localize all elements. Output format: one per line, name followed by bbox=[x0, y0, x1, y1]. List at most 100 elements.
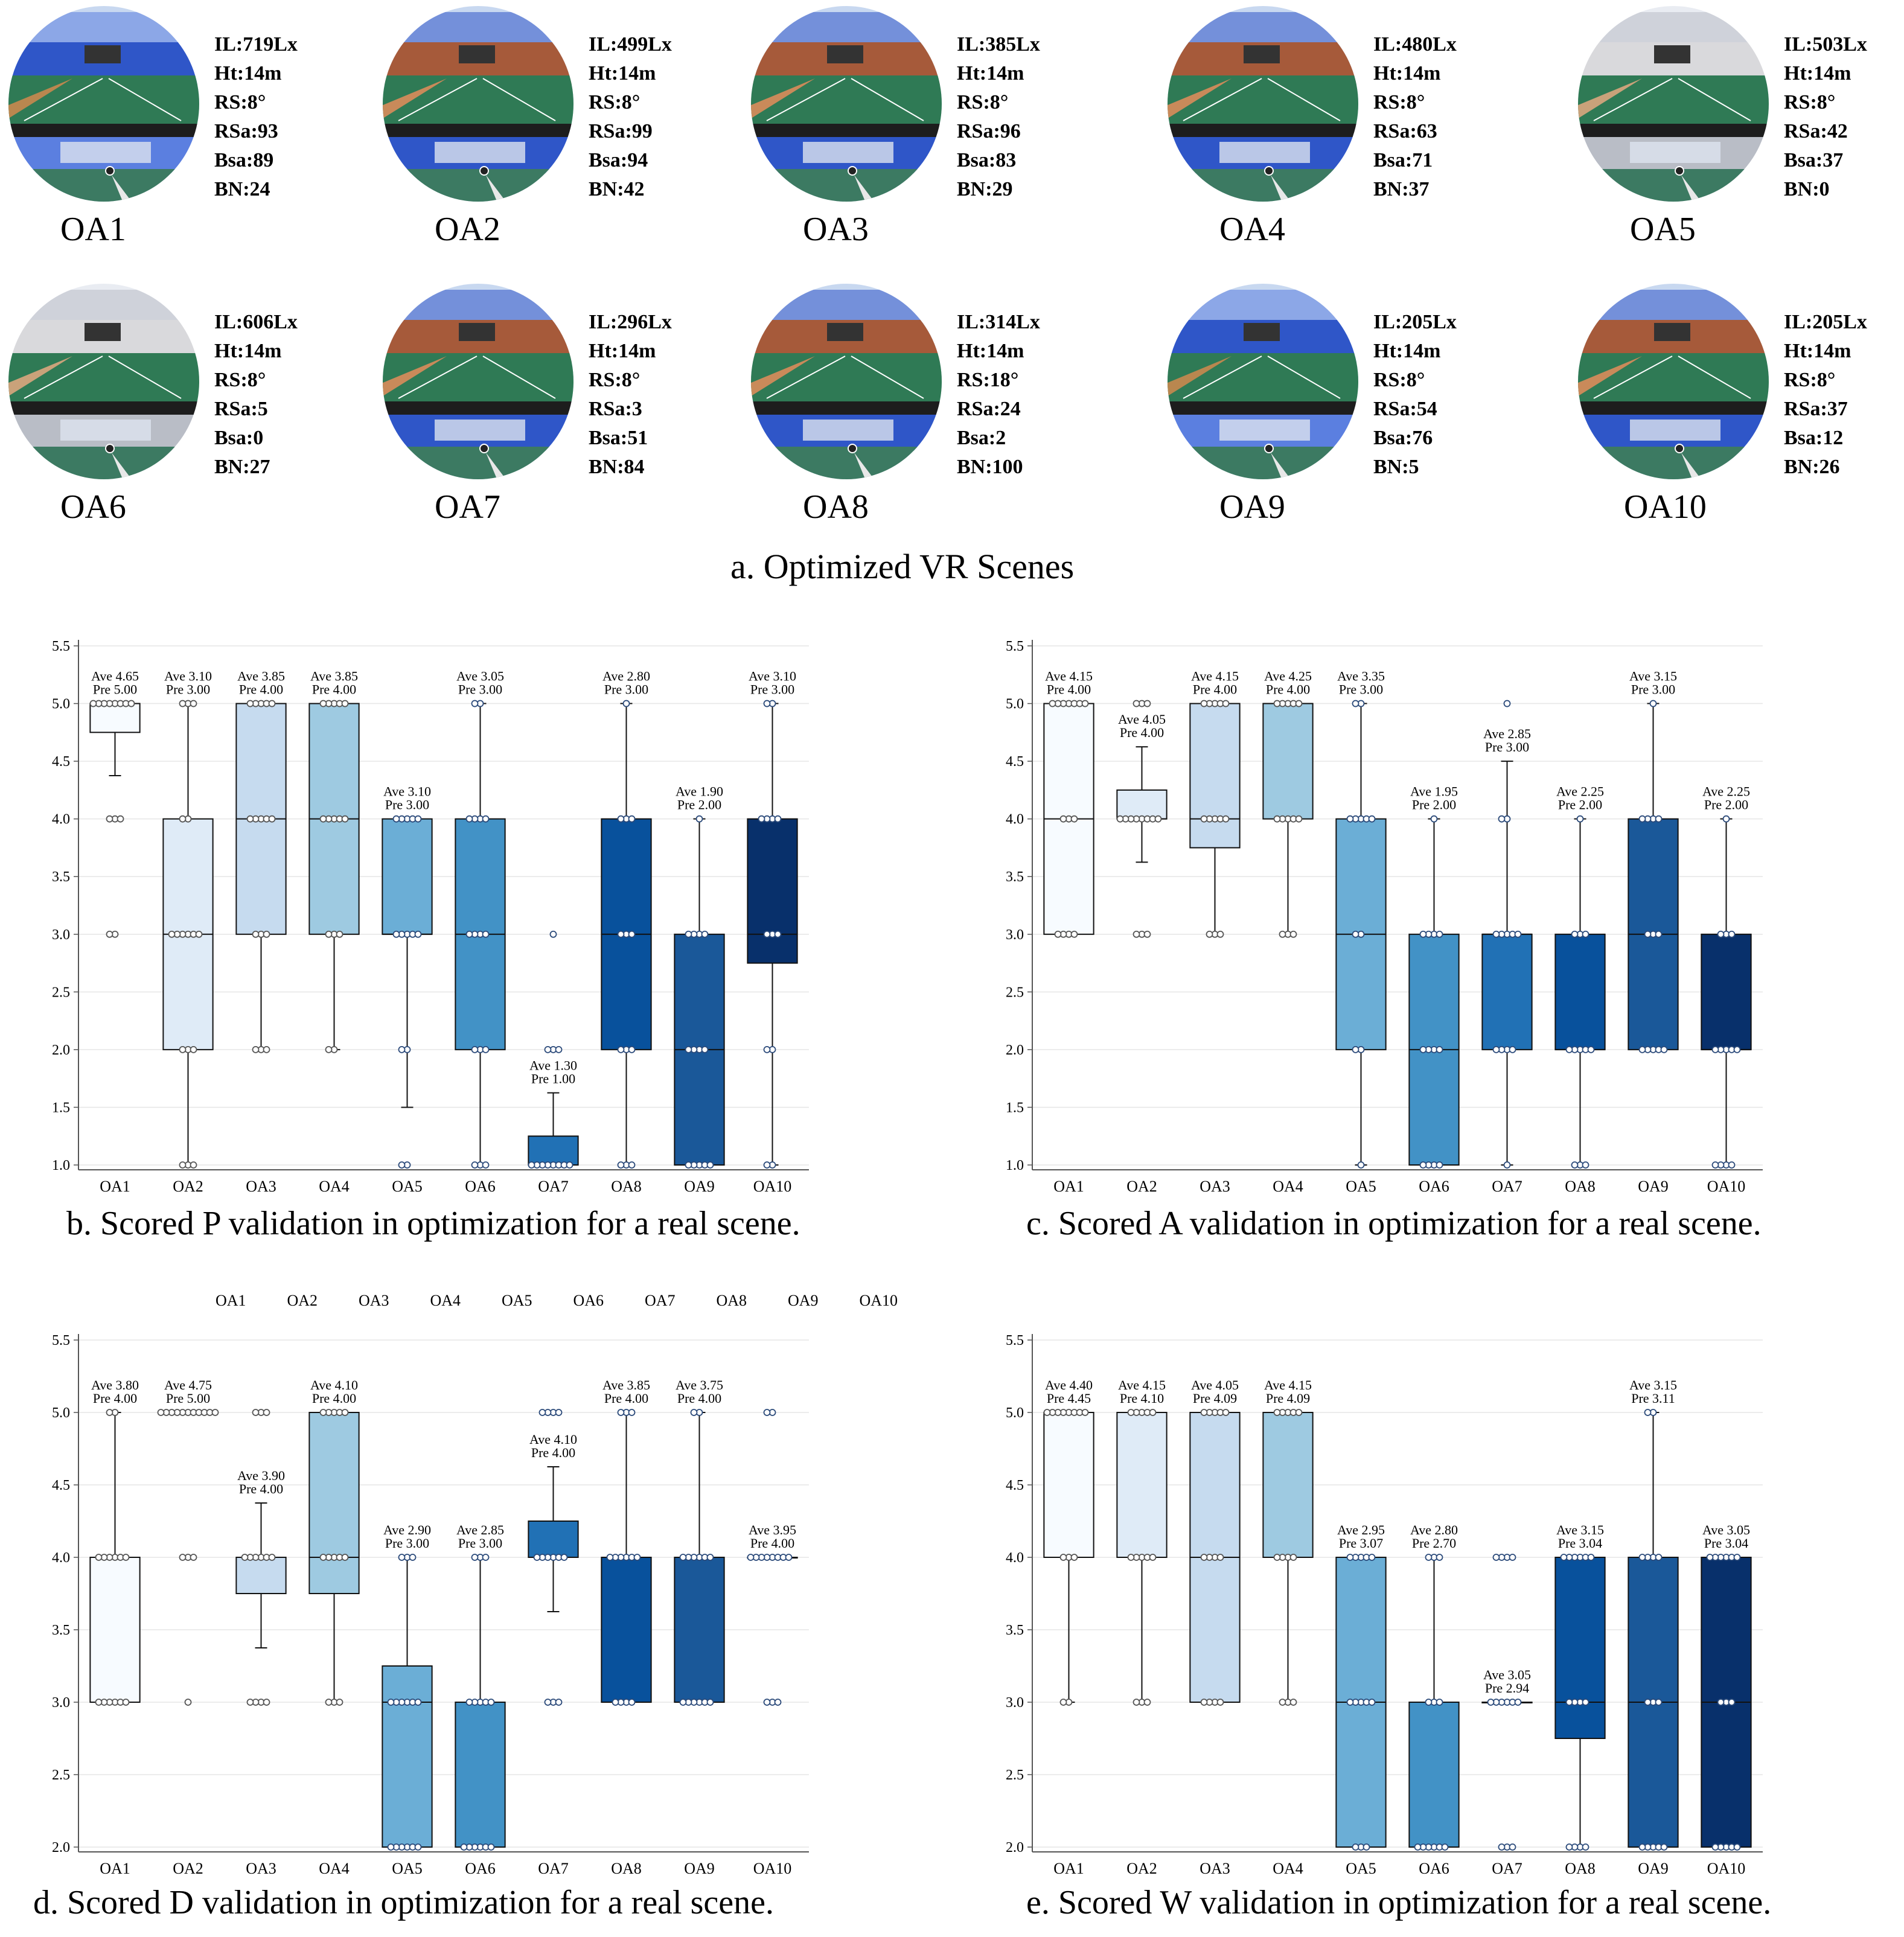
data-point bbox=[471, 1045, 479, 1053]
ave-label: Ave 3.05 bbox=[456, 669, 504, 684]
pre-label: Pre 4.00 bbox=[1193, 682, 1237, 697]
scene-param: RS:8° bbox=[214, 369, 266, 391]
scene-param: BN:84 bbox=[589, 456, 645, 478]
y-tick-label: 2.0 bbox=[1006, 1042, 1024, 1058]
data-point bbox=[1200, 1699, 1208, 1706]
x-tick-label: OA8 bbox=[1565, 1860, 1596, 1877]
pre-label: Pre 3.00 bbox=[1631, 682, 1675, 697]
data-point bbox=[706, 1161, 714, 1169]
scene-param: BN:29 bbox=[957, 178, 1013, 200]
ave-label: Ave 4.65 bbox=[91, 669, 139, 684]
x-tick-label: OA5 bbox=[392, 1860, 423, 1877]
data-point bbox=[1425, 1554, 1433, 1561]
data-point bbox=[482, 930, 490, 938]
scene-param: Bsa:76 bbox=[1373, 427, 1433, 449]
y-tick-label: 3.0 bbox=[52, 927, 70, 943]
data-point bbox=[1571, 1161, 1579, 1169]
data-point bbox=[1216, 930, 1224, 938]
data-point bbox=[465, 930, 473, 938]
data-point bbox=[190, 700, 197, 707]
scene-params: IL:205Lx Ht:14m RS:8° RSa:37 Bsa:12 BN:26 bbox=[1784, 308, 1867, 482]
data-point bbox=[1425, 1699, 1433, 1706]
scene-param: BN:27 bbox=[214, 456, 270, 478]
ave-label: Ave 3.75 bbox=[676, 1377, 723, 1393]
data-point bbox=[1733, 1554, 1741, 1561]
data-point bbox=[263, 1699, 270, 1706]
y-tick-label: 4.5 bbox=[52, 754, 70, 770]
data-point bbox=[628, 1699, 636, 1706]
x-tick-label: OA3 bbox=[246, 1860, 276, 1877]
data-point bbox=[1419, 930, 1427, 938]
data-point bbox=[179, 1045, 187, 1053]
y-tick-label: 3.5 bbox=[1006, 869, 1024, 885]
y-tick-label: 4.0 bbox=[1006, 1550, 1024, 1566]
y-tick-label: 4.5 bbox=[52, 1478, 70, 1493]
scene-param: RSa:42 bbox=[1784, 120, 1848, 142]
x-tick-label: OA2 bbox=[1126, 1860, 1157, 1877]
y-tick-label: 4.0 bbox=[52, 1550, 70, 1566]
scene-param: RS:8° bbox=[1373, 369, 1425, 391]
data-point bbox=[1430, 815, 1438, 823]
chart-b-scored-p: 1.0 1.5 2.0 2.5 3.0 3.5 4.0 4.5 5.0 5.5 Ave 4.65 Pr… bbox=[0, 625, 942, 1195]
ave-label: Ave 3.10 bbox=[749, 669, 796, 684]
data-point bbox=[1660, 1843, 1668, 1851]
data-point bbox=[1722, 815, 1730, 823]
y-tick-label: 3.5 bbox=[1006, 1623, 1024, 1638]
data-point bbox=[319, 815, 327, 823]
box-oa1 bbox=[89, 703, 141, 733]
y-tick-label: 2.5 bbox=[52, 1767, 70, 1783]
data-point bbox=[528, 1161, 535, 1169]
data-point bbox=[190, 1161, 197, 1169]
ave-label: Ave 1.95 bbox=[1410, 784, 1458, 799]
pre-label: Pre 4.00 bbox=[239, 1481, 283, 1496]
data-point bbox=[409, 1554, 417, 1561]
scene-label: OA6 bbox=[60, 488, 126, 526]
data-point bbox=[1054, 930, 1062, 938]
ave-label: Ave 4.15 bbox=[1264, 1377, 1312, 1393]
data-point bbox=[1419, 1161, 1427, 1169]
scene-param: RSa:63 bbox=[1373, 120, 1437, 142]
scene-param: IL:314Lx bbox=[957, 311, 1040, 333]
data-point bbox=[268, 1554, 276, 1561]
scene-param: Bsa:89 bbox=[214, 149, 274, 171]
data-point bbox=[1728, 1699, 1736, 1706]
data-point bbox=[538, 1409, 546, 1416]
x-tick-label: OA1 bbox=[100, 1860, 130, 1877]
ave-label: Ave 4.75 bbox=[164, 1377, 212, 1393]
scene-param: Ht:14m bbox=[1784, 340, 1851, 362]
data-point bbox=[1200, 815, 1208, 823]
box-oa2 bbox=[1116, 1412, 1168, 1558]
data-point bbox=[336, 1699, 343, 1706]
data-point bbox=[392, 930, 400, 938]
x-tick-label: OA2 bbox=[1126, 1178, 1157, 1195]
data-point bbox=[398, 1554, 406, 1561]
scene-param: Ht:14m bbox=[1784, 62, 1851, 85]
data-point bbox=[758, 815, 765, 823]
scene-param: IL:503Lx bbox=[1784, 33, 1867, 56]
data-point bbox=[1154, 815, 1162, 823]
x-tick-label: OA2 bbox=[173, 1178, 203, 1195]
data-point bbox=[319, 1554, 327, 1561]
ave-label: Ave 4.40 bbox=[1045, 1377, 1093, 1393]
data-point bbox=[1509, 1045, 1516, 1053]
x-tick-label: OA7 bbox=[1492, 1178, 1522, 1195]
data-point bbox=[1216, 1554, 1224, 1561]
data-point bbox=[341, 815, 349, 823]
data-point bbox=[319, 1409, 327, 1416]
scene-param: RSa:24 bbox=[957, 398, 1021, 420]
data-point bbox=[263, 1409, 270, 1416]
data-point bbox=[1289, 1699, 1297, 1706]
data-point bbox=[1711, 1843, 1719, 1851]
data-point bbox=[1081, 1409, 1089, 1416]
scene-label: OA2 bbox=[435, 211, 500, 248]
data-point bbox=[414, 930, 422, 938]
scene-param: RSa:54 bbox=[1373, 398, 1437, 420]
scene-param: Ht:14m bbox=[214, 62, 282, 85]
x-tick-label: OA5 bbox=[1346, 1860, 1376, 1877]
data-point bbox=[1582, 1161, 1589, 1169]
scene-label: OA4 bbox=[1219, 211, 1285, 248]
chart-d-scored-d: 2.0 2.5 3.0 3.5 4.0 4.5 5.0 5.5 Ave 3.80 Pre 4.00… bbox=[0, 1319, 942, 1877]
y-tick-label: 4.5 bbox=[1006, 754, 1024, 770]
stray-label: OA7 bbox=[645, 1292, 676, 1309]
data-point bbox=[1143, 1699, 1151, 1706]
